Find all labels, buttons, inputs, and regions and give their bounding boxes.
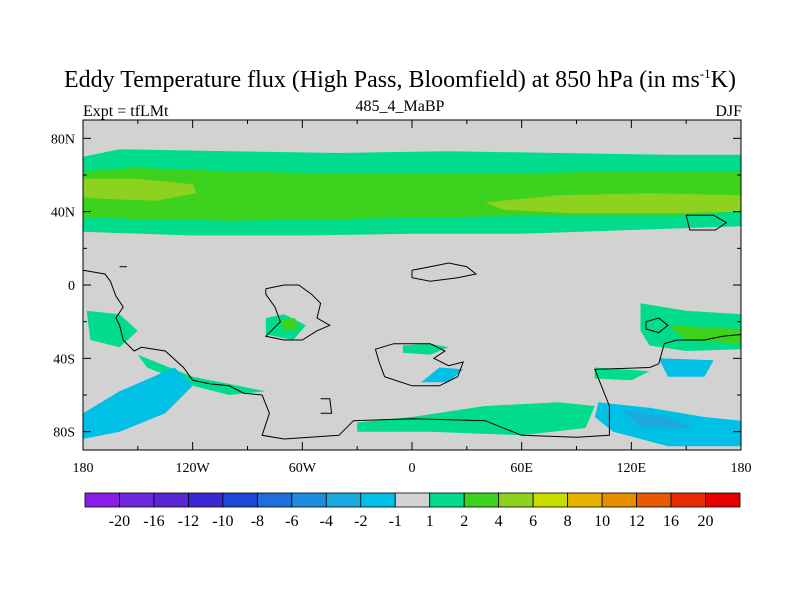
colorbar-swatch xyxy=(256,492,293,508)
x-tick-label: 120E xyxy=(617,461,647,476)
contour-region-4 xyxy=(86,310,138,348)
colorbar-swatch xyxy=(119,492,155,508)
title-suffix: K) xyxy=(710,67,736,93)
x-tick-label: 0 xyxy=(409,461,416,476)
colorbar-label: -4 xyxy=(320,513,333,530)
coastline-4 xyxy=(645,317,669,334)
coastline-1 xyxy=(264,284,331,341)
y-tick-label: 80S xyxy=(53,426,75,441)
y-axis: 80N 40N 0 40S 80S xyxy=(51,132,741,441)
contour-region-8 xyxy=(402,343,449,355)
x-tick-label: 180 xyxy=(731,461,752,476)
x-tick-label: 180 xyxy=(73,461,94,476)
colorbar-swatch xyxy=(498,492,534,508)
x-tick-label: 120W xyxy=(176,461,211,476)
colorbar-label: -2 xyxy=(354,513,367,530)
contour-region-14 xyxy=(421,367,464,383)
contour-fill-layer xyxy=(83,149,741,447)
model-label: 485_4_MaBP xyxy=(355,98,445,115)
colorbar-label: -1 xyxy=(389,513,402,530)
experiment-label: Expt = tfLMt xyxy=(83,103,169,120)
coastline-2 xyxy=(374,343,465,387)
colorbar-label: -10 xyxy=(212,513,233,530)
colorbar-label: 4 xyxy=(495,513,503,530)
colorbar-label: -20 xyxy=(109,513,130,530)
contour-region-7 xyxy=(280,318,299,331)
colorbar-swatch xyxy=(601,492,637,508)
colorbar-swatch xyxy=(463,492,500,508)
chart-title: Eddy Temperature flux (High Pass, Bloomf… xyxy=(0,66,800,94)
coastline-5 xyxy=(685,214,728,231)
colorbar-label: -6 xyxy=(285,513,298,530)
contour-region-13 xyxy=(83,367,193,439)
colorbar-label: -16 xyxy=(143,513,164,530)
contour-region-15 xyxy=(658,358,714,377)
colorbar-label: 1 xyxy=(426,513,434,530)
colorbar-swatch xyxy=(325,492,362,508)
y-tick-label: 40N xyxy=(51,206,75,221)
season-label: DJF xyxy=(715,103,742,120)
y-tick-label: 40S xyxy=(53,352,75,367)
coastline-3 xyxy=(411,262,478,282)
colorbar-swatch xyxy=(291,492,327,508)
colorbar-label: 2 xyxy=(460,513,468,530)
colorbar-label: 20 xyxy=(698,513,714,530)
colorbar-swatch xyxy=(429,492,465,508)
contour-region-2 xyxy=(83,178,197,201)
x-tick-label: 60E xyxy=(510,461,533,476)
contour-region-3 xyxy=(485,193,741,214)
colorbar-swatch xyxy=(532,492,569,508)
colorbar-label: -8 xyxy=(251,513,264,530)
coastline-layer xyxy=(83,214,741,440)
title-main: Eddy Temperature flux (High Pass, Bloomf… xyxy=(64,67,700,93)
colorbar: -20 -16 -12 -10 -8 -6 -4 -2 -1 1 2 4 6 8 10 12 16 20 xyxy=(84,492,741,530)
colorbar-swatch xyxy=(567,492,603,508)
contour-region-9 xyxy=(357,402,595,436)
colorbar-label: -12 xyxy=(178,513,199,530)
colorbar-swatch xyxy=(222,492,258,508)
x-tick-label: 60W xyxy=(289,461,317,476)
colorbar-swatch xyxy=(670,492,706,508)
x-axis: 180 120W 60W 0 60E 120E 180 xyxy=(73,120,752,476)
colorbar-swatch xyxy=(360,492,396,508)
colorbar-swatch xyxy=(188,492,224,508)
contour-region-12 xyxy=(594,367,650,381)
colorbar-label: 10 xyxy=(594,513,610,530)
title-superscript: -1 xyxy=(699,66,711,81)
y-tick-label: 80N xyxy=(51,132,75,147)
colorbar-swatch xyxy=(394,492,431,508)
colorbar-label: 12 xyxy=(629,513,645,530)
coastline-0 xyxy=(83,269,741,440)
contour-region-11 xyxy=(667,325,741,344)
colorbar-label: 6 xyxy=(529,513,537,530)
colorbar-swatch xyxy=(705,492,741,508)
colorbar-swatch xyxy=(153,492,189,508)
colorbar-label: 16 xyxy=(663,513,679,530)
colorbar-label: 8 xyxy=(564,513,572,530)
contour-region-17 xyxy=(622,409,696,428)
contour-region-5 xyxy=(137,354,266,395)
colorbar-swatch xyxy=(636,492,672,508)
coastline-7 xyxy=(320,398,333,414)
colorbar-swatch xyxy=(84,492,120,508)
y-tick-label: 0 xyxy=(68,279,75,294)
